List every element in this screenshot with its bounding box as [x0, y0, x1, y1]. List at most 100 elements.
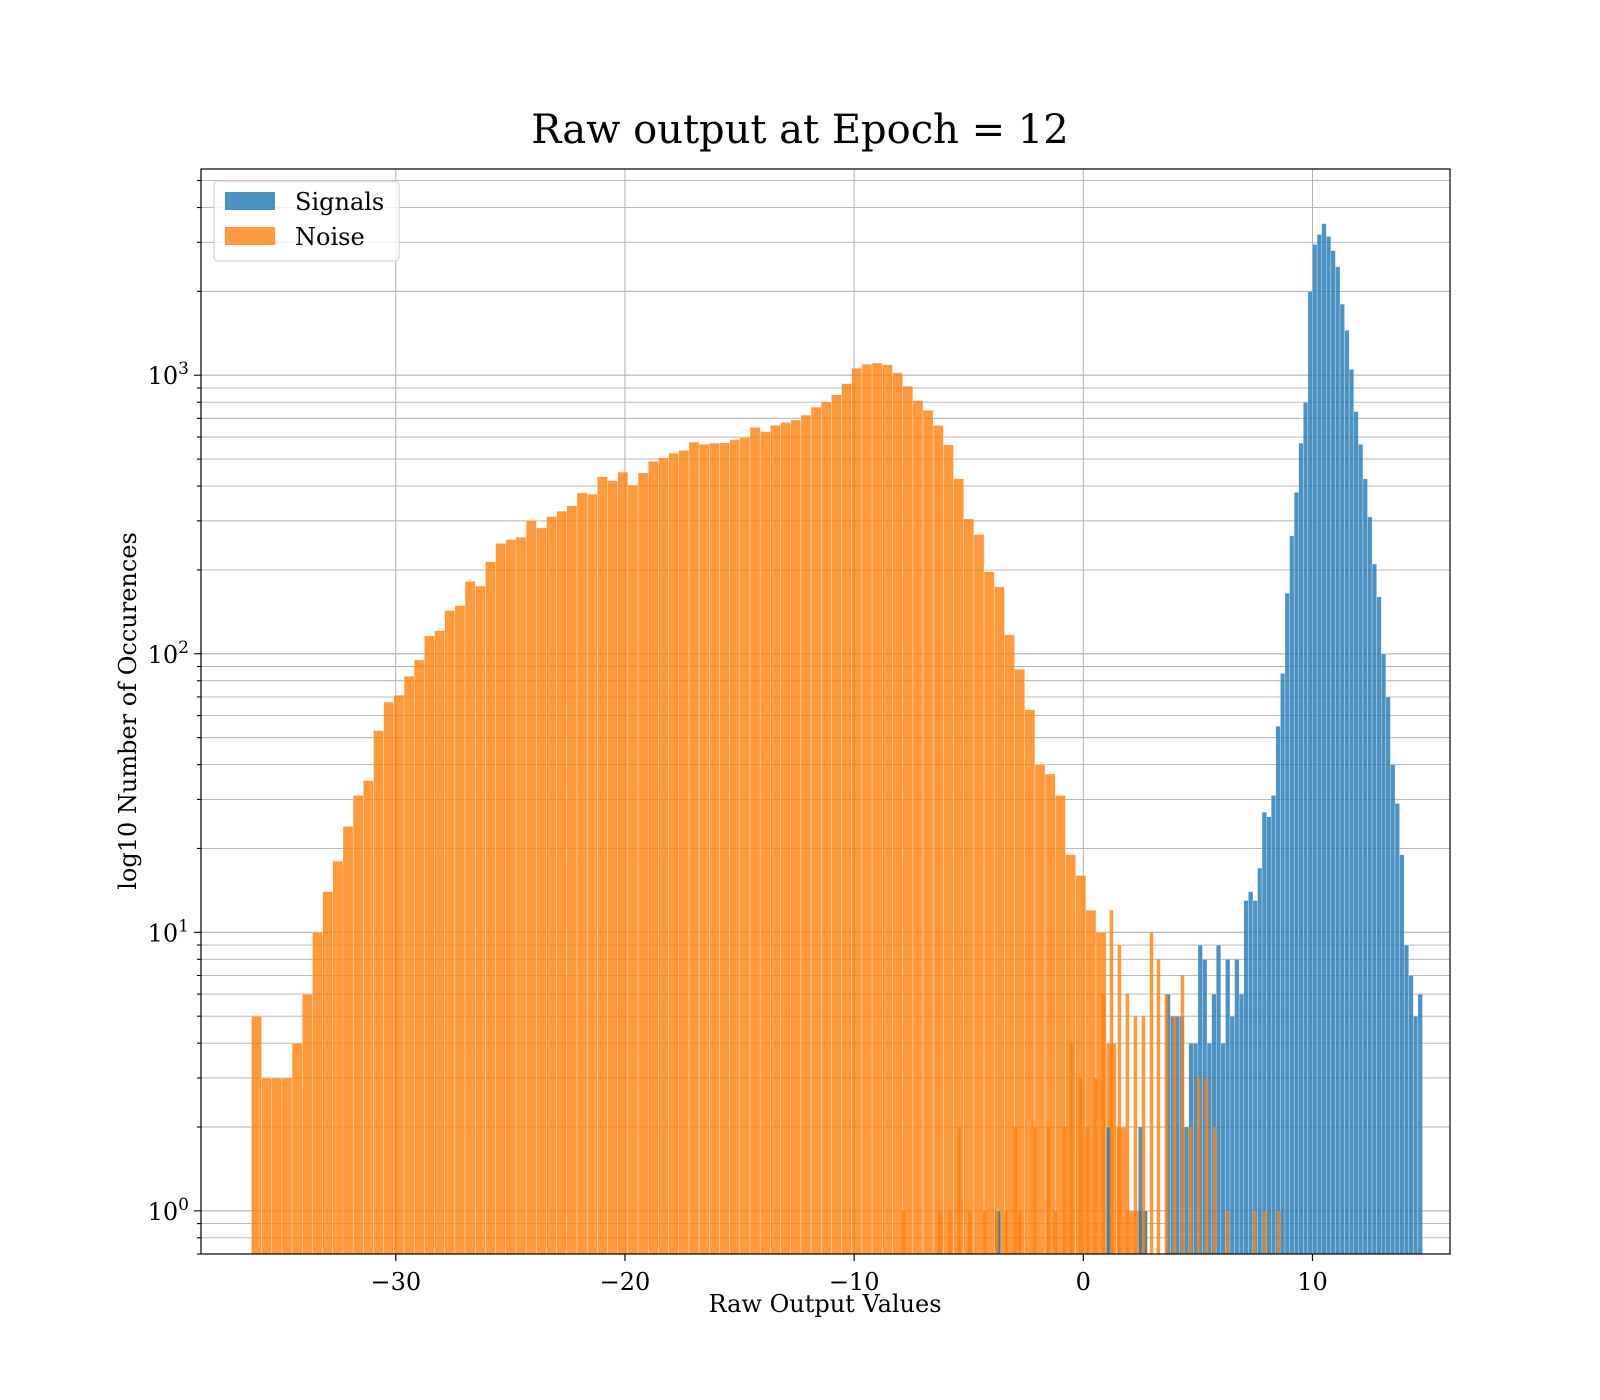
- noise-bar: [332, 860, 344, 1255]
- signal-bar: [1220, 1042, 1226, 1255]
- noise-bar: [434, 630, 445, 1255]
- noise-bar: [546, 516, 557, 1255]
- noise-bar: [1034, 764, 1046, 1255]
- signal-bar: [1289, 535, 1295, 1255]
- noise-bar: [627, 484, 639, 1255]
- signal-bar: [1417, 993, 1423, 1255]
- noise-bar: [576, 492, 588, 1255]
- noise-bar: [637, 472, 649, 1255]
- noise-bar: [525, 520, 537, 1255]
- signal-bar: [1344, 330, 1350, 1255]
- noise-bar: [281, 1077, 293, 1255]
- signal-bar: [1335, 266, 1341, 1255]
- noise-bar: [403, 676, 415, 1255]
- x-tick-label: 10: [1297, 1268, 1328, 1296]
- noise-bar: [709, 442, 720, 1255]
- signal-bar: [1261, 811, 1267, 1255]
- noise-bar: [464, 581, 476, 1255]
- signal-bar: [1358, 444, 1364, 1255]
- legend-label-noise: Noise: [295, 223, 365, 251]
- noise-bar: [790, 419, 802, 1255]
- noise-bar: [1133, 1016, 1138, 1254]
- noise-bar: [556, 510, 568, 1255]
- x-axis-label: Raw Output Values: [708, 1290, 941, 1318]
- noise-bar: [1013, 1127, 1017, 1254]
- noise-bar: [261, 1077, 273, 1255]
- noise-bar: [1093, 1077, 1098, 1254]
- signal-bar: [1399, 854, 1405, 1255]
- noise-bar: [967, 1210, 972, 1254]
- noise-bar: [912, 400, 924, 1255]
- signal-bar: [1371, 563, 1377, 1255]
- noise-bar: [597, 476, 608, 1255]
- noise-bar: [1225, 1210, 1229, 1254]
- noise-bar: [617, 471, 629, 1255]
- signal-bar: [1330, 250, 1336, 1255]
- noise-bar: [1125, 994, 1130, 1254]
- noise-bar: [1188, 1127, 1193, 1254]
- noise-bar: [902, 385, 914, 1255]
- noise-bar: [536, 527, 547, 1255]
- noise-bar: [820, 401, 832, 1255]
- noise-bar: [1141, 1016, 1146, 1254]
- noise-bar: [1156, 959, 1161, 1254]
- signal-bar: [1215, 944, 1222, 1255]
- noise-bar: [1085, 1127, 1090, 1254]
- signal-bar: [1408, 975, 1414, 1255]
- signal-bar: [1325, 236, 1332, 1255]
- noise-bar: [678, 450, 690, 1255]
- noise-bar: [719, 442, 730, 1255]
- noise-bar: [1212, 1127, 1217, 1254]
- noise-bar: [983, 1210, 987, 1254]
- noise-bar: [851, 367, 863, 1255]
- signal-bar: [1321, 223, 1327, 1255]
- noise-bar: [1004, 634, 1015, 1255]
- noise-bar: [393, 694, 405, 1255]
- noise-bar: [648, 461, 659, 1255]
- signal-bar: [1293, 492, 1299, 1255]
- noise-bar: [973, 534, 985, 1255]
- signal-bar: [1234, 959, 1240, 1255]
- signal-bar: [1367, 516, 1373, 1255]
- y-axis: 100 101 102 103: [148, 179, 201, 1255]
- noise-bar: [668, 452, 680, 1255]
- noise-bar: [688, 441, 700, 1255]
- noise-bar: [759, 431, 771, 1255]
- noise-bar: [841, 383, 853, 1255]
- noise-bar: [749, 427, 761, 1255]
- signal-bar: [1298, 442, 1304, 1255]
- noise-bar: [1046, 1127, 1051, 1254]
- x-tick-label: −20: [600, 1268, 651, 1296]
- noise-bar: [1180, 975, 1185, 1254]
- signal-bar: [1376, 596, 1382, 1255]
- noise-bar: [363, 780, 374, 1255]
- noise-bar: [871, 362, 883, 1255]
- y-tick-label: 103: [148, 359, 189, 390]
- noise-bar: [1044, 773, 1056, 1255]
- signal-bar: [1394, 803, 1400, 1255]
- x-tick-label: −30: [370, 1268, 421, 1296]
- noise-bar: [739, 437, 751, 1255]
- signal-bar: [1403, 944, 1409, 1255]
- noise-bar: [729, 439, 741, 1255]
- noise-bar: [780, 422, 791, 1255]
- noise-bar: [1149, 932, 1154, 1254]
- noise-extra-bars: [901, 910, 1281, 1254]
- noise-bar: [1032, 1127, 1037, 1254]
- signal-bar: [1225, 959, 1231, 1255]
- noise-bar: [1204, 1077, 1209, 1254]
- signal-bar: [1316, 234, 1322, 1255]
- legend-swatch-noise: [225, 227, 275, 245]
- noise-bar: [505, 539, 517, 1255]
- signal-bar: [1353, 411, 1359, 1255]
- noise-bar: [698, 444, 710, 1255]
- noise-bar: [1053, 1210, 1058, 1254]
- noise-bar: [770, 425, 781, 1255]
- noise-bar: [810, 406, 822, 1255]
- noise-bar: [1004, 1210, 1008, 1254]
- legend: Signals Noise: [213, 180, 400, 262]
- signal-bar: [1238, 993, 1244, 1255]
- noise-bar: [995, 1210, 999, 1254]
- noise-bar: [302, 993, 313, 1255]
- signal-bar: [1266, 816, 1272, 1255]
